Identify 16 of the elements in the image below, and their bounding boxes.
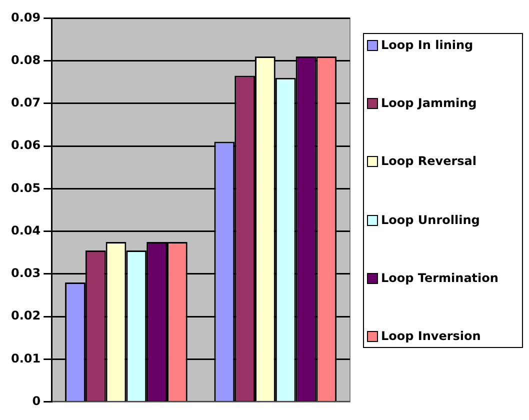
y-tick-label: 0.04 xyxy=(11,223,41,238)
y-tick-label: 0 xyxy=(32,394,41,408)
y-tick-label: 0.01 xyxy=(11,351,41,366)
y-tick-label: 0.02 xyxy=(11,308,41,323)
y-tick-label: 0.05 xyxy=(11,180,41,195)
y-tick-label: 0.09 xyxy=(11,10,41,24)
legend-label: Loop Jamming xyxy=(381,96,477,110)
y-tick-label: 0.07 xyxy=(11,96,41,110)
legend-label: Loop Inversion xyxy=(381,328,481,343)
y-tick-label: 0.03 xyxy=(11,266,41,280)
legend-label: Loop Termination xyxy=(381,270,498,285)
y-tick-label: 0.08 xyxy=(11,52,41,67)
legend-label: Loop In lining xyxy=(381,38,474,52)
y-tick-label: 0.06 xyxy=(11,138,41,152)
legend-label: Loop Unrolling xyxy=(381,212,480,227)
legend-label: Loop Reversal xyxy=(381,154,477,168)
